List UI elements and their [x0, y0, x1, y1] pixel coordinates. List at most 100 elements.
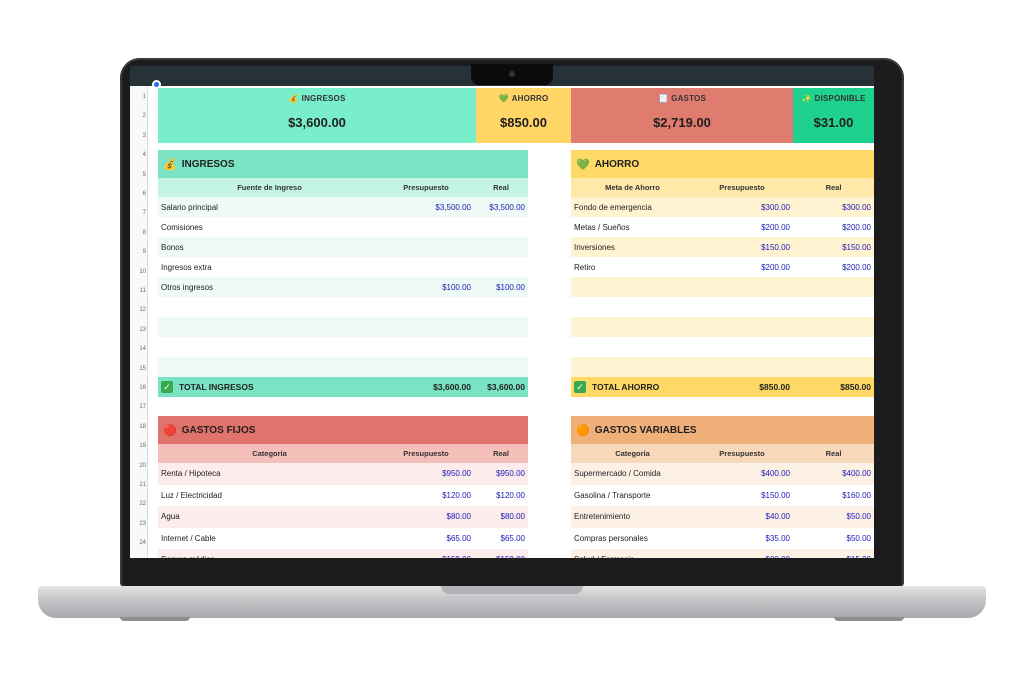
cell-presupuesto[interactable]: $400.00: [761, 469, 790, 479]
total-row[interactable]: ✓ TOTAL AHORRO $850.00 $850.00: [571, 377, 874, 397]
table-row[interactable]: [158, 337, 528, 357]
cell-name[interactable]: Salud / Farmacia: [571, 555, 691, 558]
cell-name[interactable]: Entretenimiento: [574, 512, 631, 522]
cell-real[interactable]: $200.00: [842, 262, 871, 272]
cell-name[interactable]: Otros ingresos: [161, 282, 214, 292]
table-row[interactable]: Seguro médico$159.00$159.00: [158, 549, 528, 558]
row-number[interactable]: 17: [139, 404, 146, 411]
table-row[interactable]: Fondo de emergencia $300.00 $300.00: [571, 197, 874, 217]
cell-presupuesto[interactable]: $950.00: [442, 469, 471, 479]
cell-real[interactable]: $15.00: [793, 555, 874, 558]
column-header[interactable]: Presupuesto: [403, 449, 449, 458]
cell-presupuesto[interactable]: $150.00: [761, 490, 790, 500]
table-row[interactable]: Internet / Cable $65.00 $65.00: [158, 527, 528, 549]
cell-real[interactable]: $159.00: [474, 555, 528, 558]
cell-name[interactable]: Luz / Electricidad: [161, 490, 222, 500]
summary-card-ahorro[interactable]: 💚 AHORRO $850.00: [476, 88, 571, 143]
table-row[interactable]: Inversiones $150.00 $150.00: [571, 237, 874, 257]
cell-presupuesto[interactable]: $30.00: [691, 555, 793, 558]
row-number[interactable]: 24: [139, 540, 146, 547]
column-header[interactable]: Real: [493, 183, 509, 192]
row-number[interactable]: 1: [142, 94, 146, 100]
summary-card-gastos[interactable]: 🧾 GASTOS $2,719.00: [571, 88, 793, 143]
selection-handle[interactable]: [152, 80, 161, 89]
table-row[interactable]: [158, 357, 528, 377]
cell-name[interactable]: Metas / Sueños: [574, 222, 630, 232]
cell-name[interactable]: Compras personales: [574, 533, 648, 543]
row-number[interactable]: 20: [139, 462, 146, 469]
column-header[interactable]: Fuente de Ingreso: [237, 183, 302, 192]
row-number[interactable]: 22: [139, 501, 146, 508]
cell-name[interactable]: Comisiones: [161, 222, 203, 232]
column-header[interactable]: Real: [825, 449, 842, 458]
cell-real[interactable]: $120.00: [496, 490, 525, 500]
row-number[interactable]: 23: [139, 520, 146, 527]
table-row[interactable]: [571, 317, 874, 337]
cell-real[interactable]: $950.00: [496, 469, 525, 479]
row-number[interactable]: 13: [139, 326, 146, 333]
table-row[interactable]: Retiro $200.00 $200.00: [571, 257, 874, 277]
table-row[interactable]: [571, 357, 874, 377]
total-real[interactable]: $850.00: [840, 382, 871, 392]
cell-presupuesto[interactable]: $65.00: [446, 533, 471, 543]
cell-presupuesto[interactable]: $150.00: [761, 242, 790, 252]
cell-real[interactable]: $50.00: [846, 512, 871, 522]
column-header[interactable]: Presupuesto: [719, 449, 765, 458]
row-number[interactable]: 6: [142, 191, 146, 197]
cell-real[interactable]: $200.00: [842, 222, 871, 232]
row-number[interactable]: 2: [142, 113, 146, 120]
row-number[interactable]: 3: [142, 132, 146, 139]
cell-name[interactable]: Salario principal: [161, 202, 218, 212]
cell-presupuesto[interactable]: $200.00: [761, 262, 790, 272]
table-row[interactable]: Entretenimiento $40.00 $50.00: [571, 506, 874, 528]
row-number[interactable]: 11: [139, 288, 146, 294]
row-number[interactable]: 4: [142, 152, 146, 159]
column-header[interactable]: Categoría: [252, 449, 287, 458]
table-row[interactable]: Salud / Farmacia$30.00$15.00: [571, 549, 874, 558]
column-header[interactable]: Meta de Ahorro: [605, 183, 660, 192]
cell-real[interactable]: $160.00: [842, 490, 871, 500]
cell-presupuesto[interactable]: $159.00: [378, 555, 474, 558]
cell-name[interactable]: Bonos: [161, 242, 184, 252]
row-number[interactable]: 8: [142, 229, 146, 236]
cell-name[interactable]: Inversiones: [574, 242, 615, 252]
cell-real[interactable]: $80.00: [500, 512, 525, 522]
cell-presupuesto[interactable]: $80.00: [446, 512, 471, 522]
row-number[interactable]: 12: [139, 307, 146, 314]
cell-name[interactable]: Renta / Hipoteca: [161, 469, 221, 479]
table-row[interactable]: Otros ingresos $100.00 $100.00: [158, 277, 528, 297]
row-number[interactable]: 14: [139, 346, 146, 353]
cell-name[interactable]: Retiro: [574, 262, 596, 272]
row-number[interactable]: 16: [139, 385, 146, 391]
table-row[interactable]: Comisiones: [158, 217, 528, 237]
table-row[interactable]: Gasolina / Transporte $150.00 $160.00: [571, 484, 874, 506]
cell-presupuesto[interactable]: $35.00: [765, 533, 790, 543]
column-header[interactable]: Presupuesto: [719, 183, 765, 192]
cell-name[interactable]: Supermercado / Comida: [574, 469, 661, 479]
table-row[interactable]: [571, 337, 874, 357]
cell-name[interactable]: Internet / Cable: [161, 533, 216, 543]
cell-name[interactable]: Fondo de emergencia: [574, 202, 652, 212]
cell-presupuesto[interactable]: $200.00: [761, 222, 790, 232]
row-number[interactable]: 9: [142, 249, 146, 256]
total-real[interactable]: $3,600.00: [487, 382, 525, 392]
cell-real[interactable]: $300.00: [842, 202, 871, 212]
column-header[interactable]: Real: [825, 183, 842, 192]
cell-presupuesto[interactable]: $100.00: [442, 282, 471, 292]
cell-name[interactable]: Ingresos extra: [161, 262, 212, 272]
row-number[interactable]: 10: [139, 268, 146, 275]
column-header[interactable]: Real: [493, 449, 509, 458]
cell-real[interactable]: $3,500.00: [489, 202, 525, 212]
cell-real[interactable]: $400.00: [842, 469, 871, 479]
cell-presupuesto[interactable]: $40.00: [765, 512, 790, 522]
table-row[interactable]: Luz / Electricidad $120.00 $120.00: [158, 484, 528, 506]
column-header[interactable]: Presupuesto: [403, 183, 449, 192]
summary-card-disponible[interactable]: ✨ DISPONIBLE $31.00: [793, 88, 874, 143]
cell-presupuesto[interactable]: $300.00: [761, 202, 790, 212]
cell-real[interactable]: $65.00: [500, 533, 525, 543]
row-number[interactable]: 21: [139, 482, 146, 488]
table-row[interactable]: [571, 297, 874, 317]
table-row[interactable]: [571, 277, 874, 297]
row-number[interactable]: 7: [142, 210, 146, 217]
row-number[interactable]: 18: [139, 423, 146, 430]
